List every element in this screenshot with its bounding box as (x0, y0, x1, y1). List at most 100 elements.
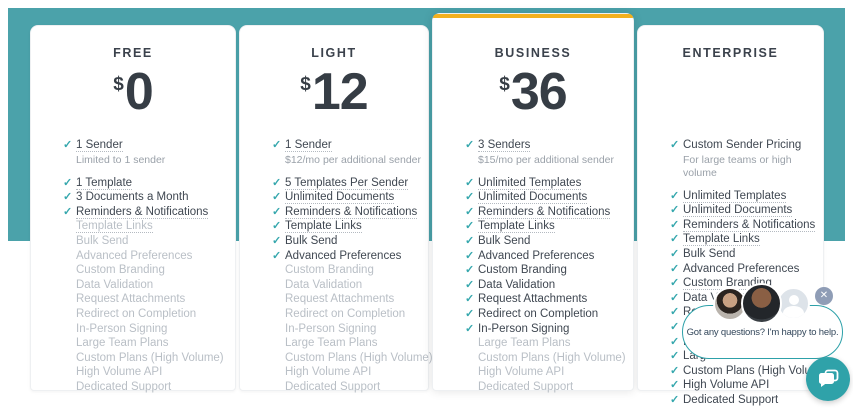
feature-label[interactable]: Unlimited Documents (478, 191, 588, 205)
feature-label: Dedicated Support (478, 380, 574, 393)
feature-label: Advanced Preferences (683, 262, 800, 275)
feature-label: Bulk Send (285, 234, 338, 247)
feature-label[interactable]: Reminders & Notifications (76, 205, 209, 219)
feature-label[interactable]: Reminders & Notifications (478, 205, 611, 219)
feature-row: ✓Dedicated Support (670, 393, 817, 408)
check-icon: ✓ (670, 262, 680, 275)
check-icon: ✓ (272, 205, 282, 218)
feature-row: ✓Template Links (63, 219, 229, 234)
feature-label: Bulk Send (76, 234, 129, 247)
chat-launcher-button[interactable] (806, 357, 850, 401)
feature-note: For large teams or high volume (683, 153, 792, 179)
feature-label: 3 Documents a Month (76, 191, 189, 204)
check-icon: ✓ (465, 205, 475, 218)
feature-label: Large Team Plans (478, 337, 571, 350)
feature-label: Custom Plans (High Volume) (683, 364, 831, 377)
feature-label[interactable]: Template Links (285, 220, 362, 234)
feature-label[interactable]: 5 Templates Per Sender (285, 176, 409, 190)
feature-row: ✓ Reminders & Notifications (63, 205, 229, 220)
plan-card-business: BUSINESS $36 ✓ 3 Senders $15/mo per additi… (432, 13, 634, 393)
feature-label: Advanced Preferences (478, 249, 595, 262)
feature-label[interactable]: 3 Senders (478, 139, 531, 152)
check-icon: ✓ (670, 364, 680, 377)
feature-group: ✓ 1 Sender Limited to 1 sender (63, 138, 229, 167)
feature-label: Bulk Send (683, 247, 736, 260)
feature-label[interactable]: Unlimited Documents (683, 204, 793, 218)
feature-row: ✓Advanced Preferences (63, 249, 229, 264)
check-icon: ✓ (670, 247, 680, 260)
check-icon: ✓ (63, 176, 73, 189)
check-icon: ✓ (63, 205, 73, 218)
feature-label[interactable]: Template Links (683, 233, 760, 247)
check-icon: ✓ (63, 139, 73, 151)
feature-label: High Volume API (683, 379, 770, 392)
plan-card-light: LIGHT $12 ✓ 1 Sender $12/mo per additional… (239, 25, 433, 393)
feature-row: ✓Large Team Plans (465, 336, 627, 351)
feature-label: High Volume API (285, 366, 372, 379)
feature-row: ✓Custom Branding (272, 263, 422, 278)
feature-row: ✓High Volume API (63, 365, 229, 380)
check-icon: ✓ (670, 350, 680, 363)
chat-close-button[interactable]: ✕ (815, 287, 833, 305)
check-icon: ✓ (63, 191, 73, 204)
price-amount: 0 (124, 63, 154, 121)
feature-row: ✓Advanced Preferences (465, 249, 627, 264)
feature-label: Custom Plans (High Volume) (285, 351, 433, 364)
feature-label: Dedicated Support (285, 380, 381, 393)
feature-label[interactable]: Template Links (478, 220, 555, 234)
feature-label[interactable]: Reminders & Notifications (285, 205, 418, 219)
check-icon: ✓ (465, 322, 475, 335)
plan-name: LIGHT (311, 46, 357, 60)
feature-row: ✓Redirect on Completion (465, 307, 627, 322)
feature-row: ✓Custom Plans (High Volume) (465, 351, 627, 366)
feature-label[interactable]: 1 Template (76, 176, 133, 190)
feature-list: ✓ Custom Sender Pricing For large teams or… (638, 138, 831, 408)
price-amount: 36 (510, 63, 568, 121)
feature-label: Bulk Send (478, 234, 531, 247)
feature-row: ✓High Volume API (670, 378, 817, 393)
feature-label[interactable]: Unlimited Templates (478, 176, 582, 190)
check-icon: ✓ (670, 139, 680, 151)
price-amount: 12 (311, 63, 369, 121)
feature-row: ✓Request Attachments (272, 292, 422, 307)
feature-label: Data Validation (76, 278, 154, 291)
feature-row: ✓Bulk Send (63, 234, 229, 249)
feature-row: ✓ 1 Template (63, 176, 229, 191)
feature-label[interactable]: 1 Sender (76, 139, 123, 152)
feature-group: ✓ 3 Senders $15/mo per additional sender (465, 138, 627, 167)
plan-name: ENTERPRISE (682, 46, 779, 60)
feature-label: High Volume API (76, 366, 163, 379)
check-icon: ✓ (670, 335, 680, 348)
feature-row: ✓Custom Plans (High Volume) (670, 364, 831, 379)
feature-row: ✓Request Attachments (465, 292, 627, 307)
currency-symbol: $ (113, 74, 124, 95)
check-icon: ✓ (465, 139, 475, 151)
feature-label[interactable]: Reminders & Notifications (683, 218, 816, 232)
feature-row: ✓High Volume API (272, 365, 422, 380)
feature-row: ✓ Reminders & Notifications (272, 205, 422, 220)
check-icon: ✓ (670, 233, 680, 246)
feature-row: ✓ Unlimited Templates (465, 176, 627, 191)
feature-label[interactable]: Template Links (76, 220, 153, 234)
check-icon: ✓ (465, 264, 475, 277)
check-icon: ✓ (272, 176, 282, 189)
feature-label[interactable]: Unlimited Documents (285, 191, 395, 205)
currency-symbol: $ (300, 74, 311, 95)
feature-row: ✓Custom Branding (465, 263, 627, 278)
feature-label[interactable]: 1 Sender (285, 139, 332, 152)
feature-label: Custom Plans (High Volume) (76, 351, 224, 364)
feature-row: ✓Advanced Preferences (272, 249, 422, 264)
feature-row: ✓ 1 Sender (272, 138, 422, 153)
check-icon: ✓ (670, 218, 680, 231)
feature-label[interactable]: Unlimited Templates (683, 189, 787, 203)
plan-name: FREE (113, 46, 153, 60)
highlight-bar (433, 14, 633, 18)
feature-label: Large Team Plans (285, 337, 378, 350)
feature-row: ✓ 1 Sender (63, 138, 229, 153)
check-icon: ✓ (670, 320, 680, 333)
feature-note: $12/mo per additional sender (285, 153, 422, 166)
feature-list: ✓ 1 Sender $12/mo per additional sender ✓ 5 … (240, 138, 433, 395)
feature-label: High Volume API (478, 366, 565, 379)
generic-person-avatar (777, 287, 810, 320)
feature-row: ✓Data Validation (465, 278, 627, 293)
